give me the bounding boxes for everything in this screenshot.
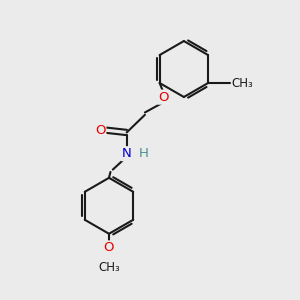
Text: CH₃: CH₃	[98, 261, 120, 274]
Text: N: N	[122, 147, 131, 160]
Text: O: O	[95, 124, 105, 136]
Text: H: H	[139, 147, 149, 160]
Text: O: O	[104, 242, 114, 254]
Text: O: O	[158, 91, 168, 103]
Text: CH₃: CH₃	[232, 76, 253, 89]
